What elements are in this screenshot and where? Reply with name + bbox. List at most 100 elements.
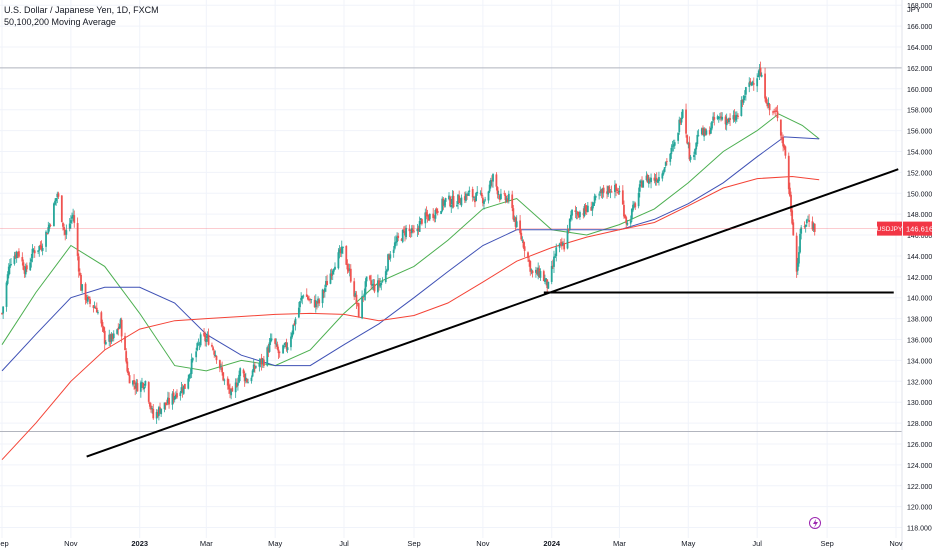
candle-body xyxy=(440,211,442,214)
candle-body xyxy=(134,385,137,389)
candle-body xyxy=(362,297,365,299)
candle-body xyxy=(641,181,643,188)
candle-body xyxy=(111,333,114,339)
time-tick-label: Jul xyxy=(752,539,762,548)
candle-body xyxy=(645,175,648,180)
candle-body xyxy=(345,245,348,265)
candle-body xyxy=(507,193,510,200)
candle-body xyxy=(773,111,775,112)
candle-body xyxy=(772,111,774,113)
candle-body xyxy=(625,217,628,224)
candle-body xyxy=(519,220,522,233)
candle-body xyxy=(799,233,801,253)
candle-body xyxy=(724,116,727,125)
candle-body xyxy=(308,298,310,301)
candle-body xyxy=(337,252,340,269)
candle-body xyxy=(490,180,493,182)
candle-body xyxy=(654,179,657,182)
candle-body xyxy=(735,114,738,117)
candle-body xyxy=(590,207,593,211)
candle-body xyxy=(460,197,463,206)
candle-body xyxy=(665,161,668,163)
candle-body xyxy=(759,67,762,77)
candle-body xyxy=(795,235,798,272)
candle-body xyxy=(402,229,405,231)
candle-body xyxy=(339,248,342,254)
candle-body xyxy=(85,298,88,301)
candle-body xyxy=(334,266,336,270)
candle-body xyxy=(174,394,177,398)
candle-body xyxy=(378,280,380,286)
price-tick-label: 148.000 xyxy=(907,212,932,219)
candle-body xyxy=(266,347,269,366)
candle-body xyxy=(419,218,422,221)
time-axis[interactable]: Sep Nov 2023 Mar May Jul Sep Nov 2024 Mar May Jul Se… xyxy=(0,539,903,548)
candle-body xyxy=(124,336,126,351)
candle-body xyxy=(558,243,561,248)
price-tick-label: 160.000 xyxy=(907,87,932,94)
candle-body xyxy=(504,194,507,201)
candle-body xyxy=(331,270,334,275)
candle-body xyxy=(523,246,526,251)
candle-body xyxy=(142,382,144,389)
candle-body xyxy=(355,294,358,304)
candle-body xyxy=(791,210,794,224)
candle-body xyxy=(310,299,313,300)
candle-body xyxy=(583,206,586,217)
candle-body xyxy=(729,118,731,120)
candle-body xyxy=(433,217,436,218)
candle-body xyxy=(316,301,318,304)
candle-body xyxy=(10,264,12,266)
symbol-tag-label: USDJPY xyxy=(877,226,903,233)
candle-body xyxy=(250,377,253,382)
candle-body xyxy=(348,269,351,271)
candle-body xyxy=(40,245,43,250)
candle-body xyxy=(31,248,34,259)
candle-body xyxy=(353,281,356,297)
candle-body xyxy=(176,393,178,398)
candle-body xyxy=(215,355,218,361)
candle-body xyxy=(32,250,35,251)
candle-body xyxy=(204,335,207,342)
candle-body xyxy=(559,242,562,244)
candle-body xyxy=(642,180,645,188)
ma-100-line xyxy=(1,136,820,372)
last-price-label: 146.616 xyxy=(906,225,932,234)
price-tick-label: 132.000 xyxy=(907,379,932,386)
candle-body xyxy=(24,266,27,275)
price-axis[interactable]: JPY 118.000 120.000 122.000 124.000 126.000 12… xyxy=(877,0,932,550)
candle-body xyxy=(767,102,770,105)
candle-body xyxy=(496,187,499,195)
candle-body xyxy=(54,200,56,205)
candle-body xyxy=(318,299,321,304)
candle-body xyxy=(672,144,675,147)
candle-body xyxy=(53,203,55,227)
candle-body xyxy=(681,109,684,118)
time-tick-label: Nov xyxy=(64,539,78,548)
candle-body xyxy=(151,408,154,410)
price-tick-label: 150.000 xyxy=(907,191,932,198)
candle-body xyxy=(205,338,208,342)
price-tick-label: 144.000 xyxy=(907,254,932,261)
trendlines[interactable] xyxy=(86,168,899,458)
candle-body xyxy=(396,236,398,243)
candle-body xyxy=(511,194,514,209)
candle-body xyxy=(615,184,617,191)
candle-body xyxy=(78,272,81,276)
candle-body xyxy=(64,230,67,235)
candles xyxy=(1,61,816,424)
candle-body xyxy=(127,371,130,376)
candle-body xyxy=(708,130,711,135)
candle-body xyxy=(653,177,656,181)
candle-body xyxy=(97,312,99,314)
candle-body xyxy=(592,202,595,206)
candle-body xyxy=(602,187,605,193)
candle-body xyxy=(658,177,660,182)
candle-body xyxy=(733,115,736,121)
candle-body xyxy=(109,334,112,343)
candle-body xyxy=(650,177,652,183)
candle-body xyxy=(506,198,509,202)
candle-body xyxy=(600,189,603,193)
